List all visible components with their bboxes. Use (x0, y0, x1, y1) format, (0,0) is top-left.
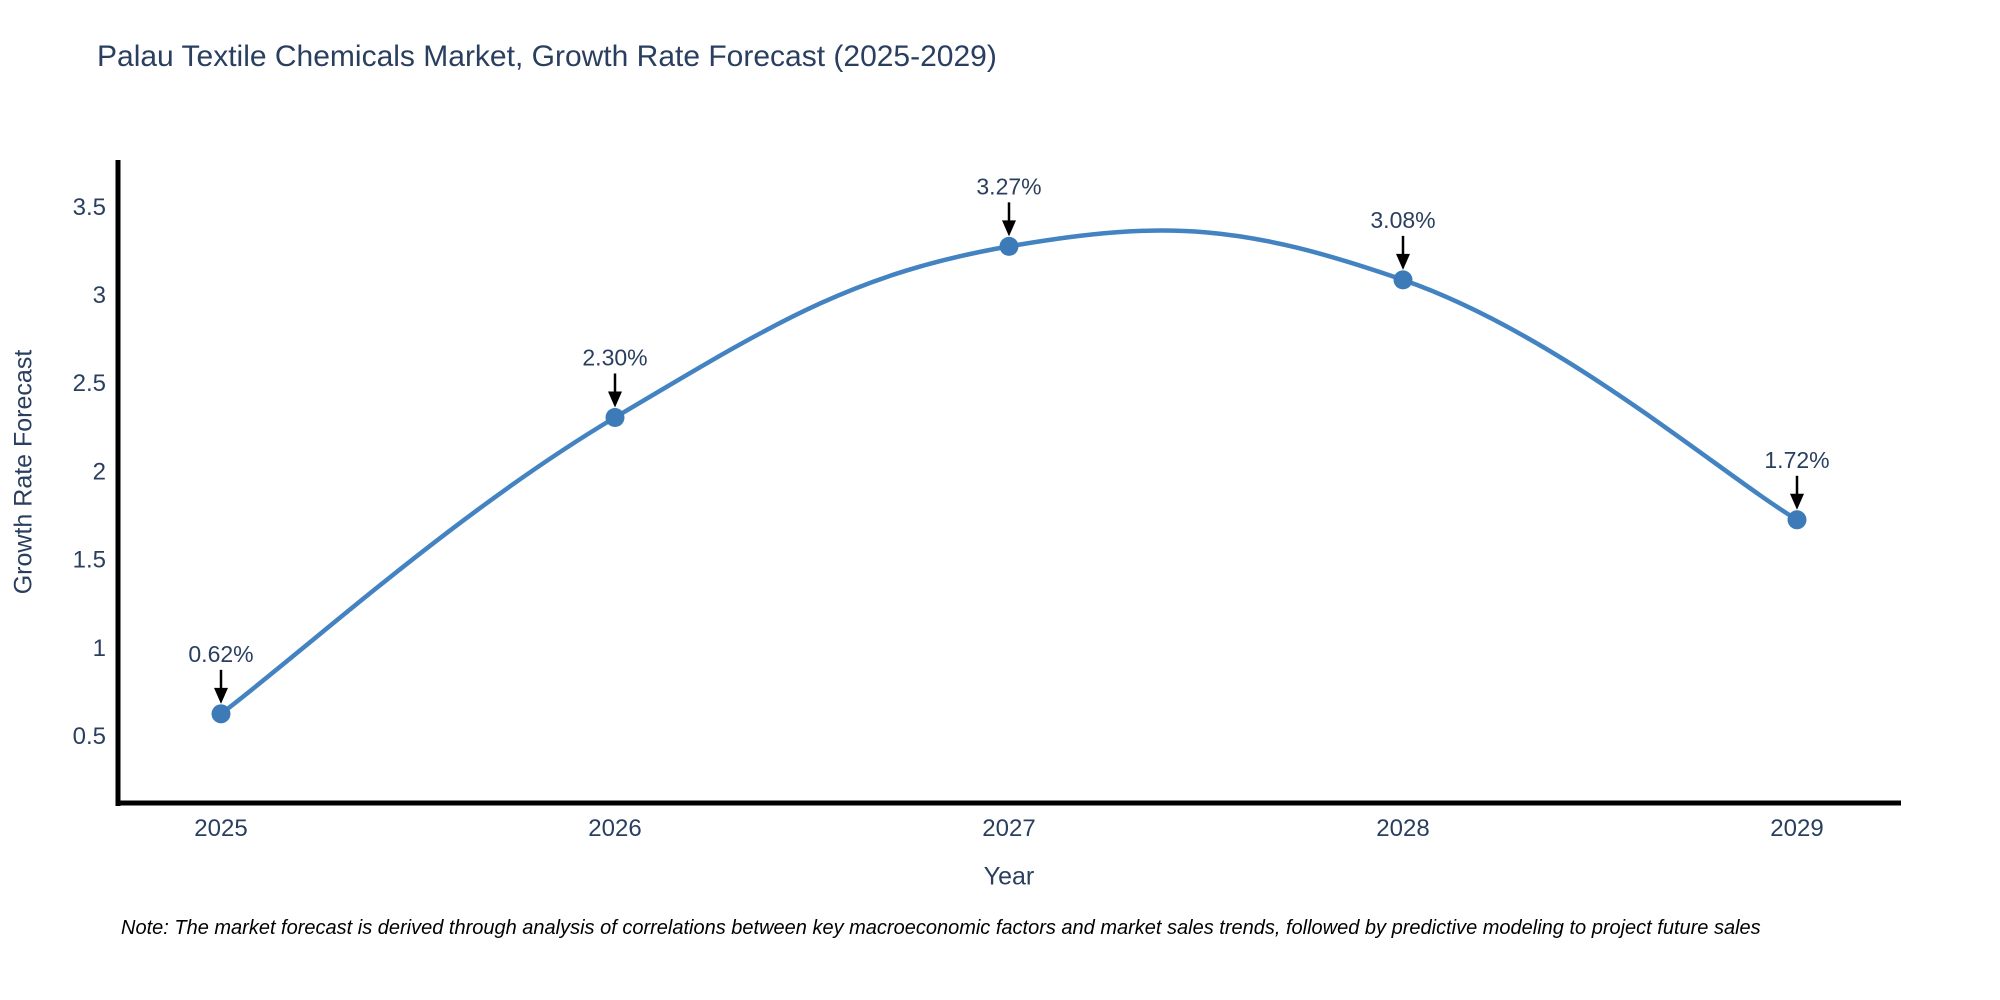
y-tick-label: 0.5 (73, 723, 106, 750)
annotation-label: 1.72% (1764, 447, 1829, 473)
x-tick-label: 2026 (588, 815, 641, 842)
annotation-label: 2.30% (582, 344, 647, 370)
y-tick-label: 3.5 (73, 194, 106, 221)
y-tick-label: 3 (93, 282, 106, 309)
data-point-marker[interactable] (605, 407, 625, 427)
annotation-arrowhead (1002, 220, 1016, 237)
data-point-marker[interactable] (211, 704, 231, 724)
x-tick-label: 2029 (1770, 815, 1823, 842)
y-tick-label: 1 (93, 635, 106, 662)
trend-line (218, 228, 1800, 717)
annotation-label: 3.27% (976, 173, 1041, 199)
y-tick-label: 2 (93, 458, 106, 485)
data-point-marker[interactable] (1393, 270, 1413, 290)
x-tick-label: 2028 (1376, 815, 1429, 842)
chart-title: Palau Textile Chemicals Market, Growth R… (97, 40, 997, 73)
chart-note: Note: The market forecast is derived thr… (121, 917, 1761, 939)
x-tick-label: 2025 (194, 815, 247, 842)
data-point-marker[interactable] (1787, 510, 1807, 530)
annotation-arrowhead (608, 391, 622, 408)
x-axis-title: Year (983, 862, 1035, 891)
y-tick-label: 2.5 (73, 370, 106, 397)
annotation-arrowhead (214, 687, 228, 704)
annotation-arrowhead (1790, 493, 1804, 510)
x-tick-label: 2027 (982, 815, 1035, 842)
annotation-arrowhead (1396, 253, 1410, 270)
y-tick-label: 1.5 (73, 547, 106, 574)
annotation-label: 0.62% (188, 641, 253, 667)
data-point-marker[interactable] (999, 236, 1019, 256)
annotation-label: 3.08% (1370, 207, 1435, 233)
